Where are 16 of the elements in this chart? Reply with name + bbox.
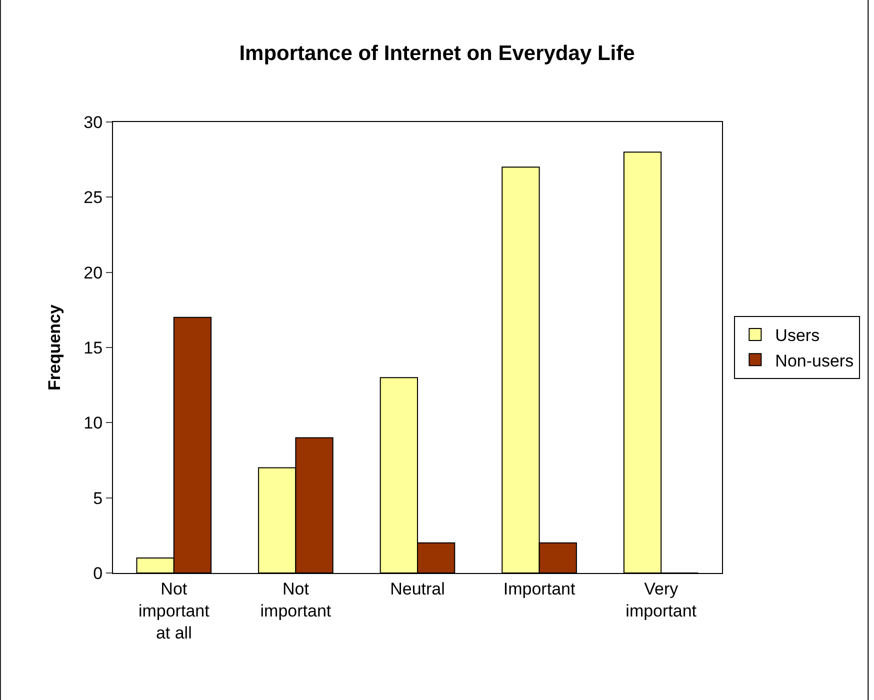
legend-label: Users — [775, 326, 820, 346]
x-tick-label: Not important — [260, 579, 332, 620]
y-tick-label: 10 — [84, 414, 103, 433]
y-tick-label: 15 — [84, 338, 103, 358]
y-tick-label: 20 — [84, 263, 103, 282]
y-tick-label: 5 — [93, 488, 103, 508]
x-tick-label: Very important — [626, 579, 697, 620]
x-tick-label: Not important at all — [138, 579, 210, 643]
y-tick-label: 25 — [84, 188, 103, 208]
chart-title: Importance of Internet on Everyday Life — [239, 42, 635, 66]
x-tick-label: Neutral — [390, 579, 445, 598]
y-axis-title: Frequency — [45, 304, 64, 390]
y-tick-label: 0 — [93, 564, 103, 583]
x-tick-label: Important — [503, 579, 576, 598]
y-tick-label: 30 — [84, 112, 103, 132]
legend-label: Non-users — [775, 351, 854, 370]
